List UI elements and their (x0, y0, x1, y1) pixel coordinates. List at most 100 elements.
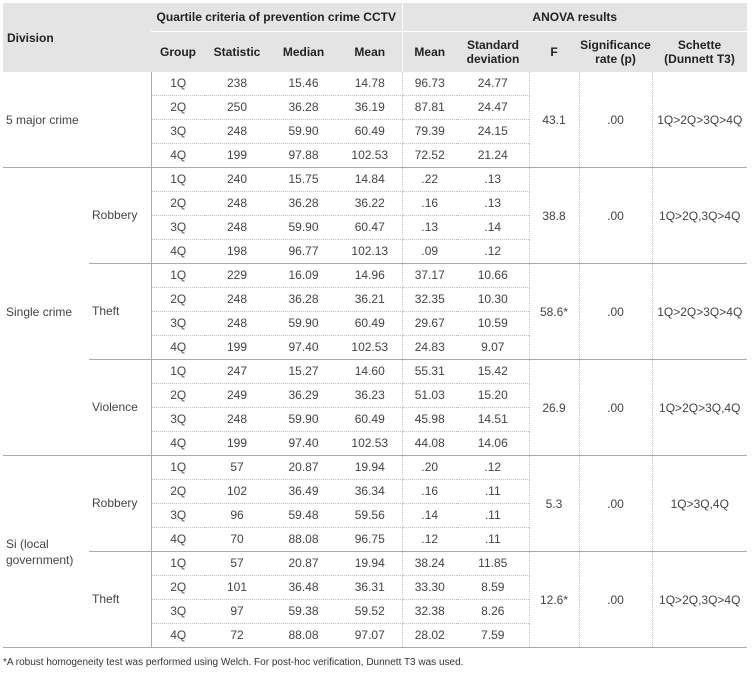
table-cell: 36.22 (338, 191, 402, 216)
table-row: 4Q 198 96.77 102.13.09.12 (3, 239, 747, 264)
table-cell: 2Q (150, 383, 205, 408)
table-cell: 19.94 (338, 455, 402, 480)
table-row: Single crime Robbery 1Q 240 15.75 14.84.22.13… (3, 167, 747, 456)
table-cell: .13 (457, 167, 529, 192)
table-cell: 2Q (150, 575, 205, 600)
table-cell: 97.88 (269, 143, 338, 168)
table-cell: 55.31 (401, 359, 457, 384)
table-row: 2Q 248 36.28 36.21 32.35 10.30 (3, 287, 747, 312)
schette-value: 1Q>2Q>3Q>4Q (651, 263, 747, 360)
table-cell: 198 (205, 239, 269, 264)
table-cell: 102.13 (338, 239, 402, 264)
table-cell: 2Q (150, 95, 205, 120)
table-cell: 59.38 (269, 599, 338, 624)
table-cell: 1Q (150, 263, 205, 288)
table-cell: 88.08 (269, 623, 338, 648)
table-body: 5 major crime 1Q 238 15.46 14.78 96.73 24.77 43… (3, 72, 747, 648)
table-cell: 248 (205, 119, 269, 144)
table-cell: .20 (401, 455, 457, 480)
table-cell: 15.75 (269, 167, 338, 192)
table-cell: .16 (401, 479, 457, 504)
table-cell: 97.40 (269, 431, 338, 456)
f-value: 12.6* (528, 551, 579, 648)
table-cell: 87.81 (401, 95, 457, 120)
schette-value: 1Q>2Q>3Q,4Q (651, 359, 747, 456)
table-cell: 3Q (150, 407, 205, 432)
table-cell: 96.75 (338, 527, 402, 552)
significance-value: .00 (578, 72, 652, 168)
table-cell: .09 (401, 239, 457, 264)
table-cell: 249 (205, 383, 269, 408)
table-cell: 199 (205, 143, 269, 168)
table-cell: .22 (401, 167, 457, 192)
table-cell: 32.38 (401, 599, 457, 624)
table-cell: 59.90 (269, 407, 338, 432)
significance-value: .00 (578, 359, 652, 456)
schette-value: 1Q>2Q,3Q>4Q (651, 167, 747, 264)
table-row: 3Q 248 59.90 60.49 45.98 14.51 (3, 407, 747, 432)
division-header: Division (3, 3, 151, 72)
table-cell: .11 (457, 503, 529, 528)
table-cell: .12 (457, 239, 529, 264)
table-row: Violence 1Q 247 15.27 14.60 55.31 15.42 26.9.00… (3, 359, 747, 456)
subgroup-label: Theft (89, 263, 151, 360)
table-cell: 36.28 (269, 95, 338, 120)
table-cell: 36.48 (269, 575, 338, 600)
division-label: 5 major crime (3, 72, 151, 168)
table-cell: 79.39 (401, 119, 457, 144)
table-cell: .12 (457, 455, 529, 480)
table-cell: 2Q (150, 191, 205, 216)
table-cell: 1Q (150, 455, 205, 480)
table-row: 4Q 199 97.40 102.53 24.83 9.07 (3, 335, 747, 360)
significance-value: .00 (578, 263, 652, 360)
table-cell: 15.46 (269, 72, 338, 96)
table-cell: 45.98 (401, 407, 457, 432)
table-cell: 15.27 (269, 359, 338, 384)
table-cell: .11 (457, 479, 529, 504)
table-cell: 102.53 (338, 431, 402, 456)
table-cell: 16.09 (269, 263, 338, 288)
table-row: 2Q 102 36.49 36.34.16.11 (3, 479, 747, 504)
table-cell: 97.07 (338, 623, 402, 648)
table-row: Si (local government) Robbery 1Q 57 20.87 19.… (3, 455, 747, 648)
significance-value: .00 (578, 455, 652, 552)
table-cell: 250 (205, 95, 269, 120)
table-cell: 36.28 (269, 191, 338, 216)
table-cell: 96.77 (269, 239, 338, 264)
table-cell: 60.49 (338, 407, 402, 432)
table-cell: 4Q (150, 431, 205, 456)
table-cell: .12 (401, 527, 457, 552)
col-header: Median (269, 31, 338, 72)
table-cell: 240 (205, 167, 269, 192)
table-row: 4Q 199 97.88 102.53 72.52 21.24 (3, 143, 747, 168)
table-cell: 51.03 (401, 383, 457, 408)
table-cell: 4Q (150, 143, 205, 168)
table-cell: 59.56 (338, 503, 402, 528)
table-cell: 57 (205, 455, 269, 480)
table-cell: 10.30 (457, 287, 529, 312)
table-cell: 11.85 (457, 551, 529, 576)
table-cell: 33.30 (401, 575, 457, 600)
table-cell: 7.59 (457, 623, 529, 648)
significance-value: .00 (578, 167, 652, 264)
subgroup-label: Robbery (89, 167, 151, 264)
table-row: 5 major crime 1Q 238 15.46 14.78 96.73 24.77 43… (3, 72, 747, 168)
table-cell: 10.59 (457, 311, 529, 336)
table-cell: 96.73 (401, 72, 457, 96)
table-cell: .11 (457, 527, 529, 552)
table-cell: 59.52 (338, 599, 402, 624)
table-cell: 24.83 (401, 335, 457, 360)
table-cell: 4Q (150, 335, 205, 360)
table-cell: 14.96 (338, 263, 402, 288)
table-row: Theft 1Q 229 16.09 14.96 37.17 10.66 58.6* .00 1Q… (3, 263, 747, 360)
table-row: 3Q 248 59.90 60.47.13.14 (3, 215, 747, 240)
table-cell: 102.53 (338, 335, 402, 360)
table-cell: 248 (205, 311, 269, 336)
table-cell: 2Q (150, 287, 205, 312)
table-cell: 32.35 (401, 287, 457, 312)
f-value: 5.3 (528, 455, 579, 552)
table-cell: 97 (205, 599, 269, 624)
col-header: Mean (401, 31, 457, 72)
table-cell: .13 (457, 191, 529, 216)
